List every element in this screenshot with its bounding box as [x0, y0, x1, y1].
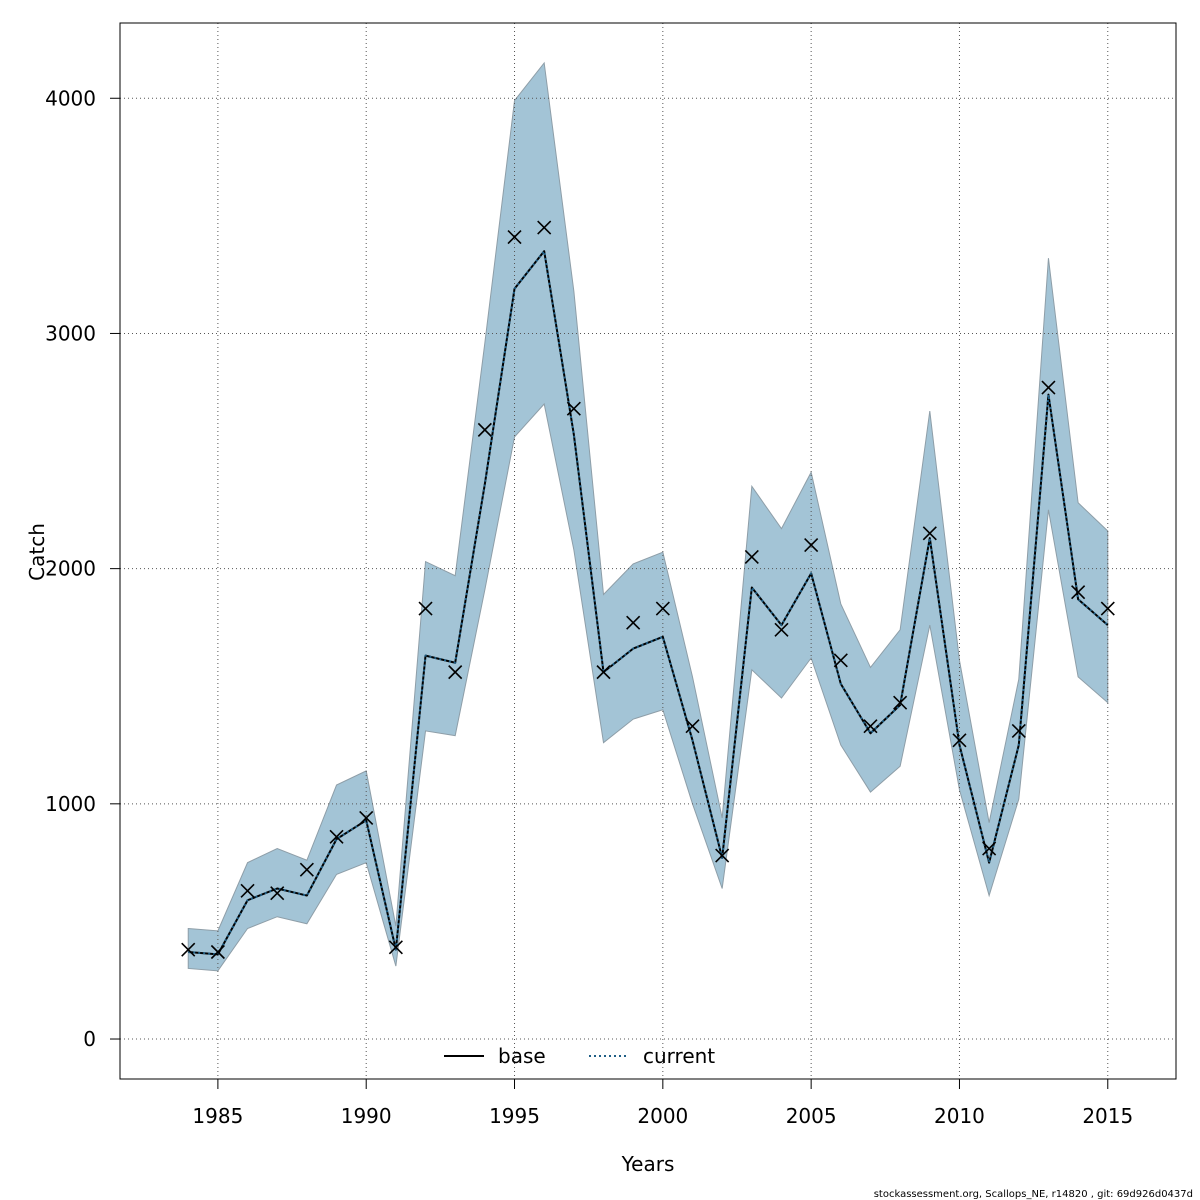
x-tick-label: 2010	[934, 1104, 985, 1128]
observed-point	[626, 615, 641, 630]
y-axis: 0 1000 2000 3000 4000	[45, 86, 121, 1051]
observed-point-stroke	[804, 538, 819, 553]
observed-point-stroke	[507, 229, 522, 245]
observed-point	[922, 526, 937, 541]
observed-point-stroke	[359, 810, 374, 826]
observed-point	[804, 538, 819, 553]
confidence-band	[187, 61, 1109, 972]
observed-point	[893, 695, 908, 710]
y-axis-title: Catch	[25, 523, 49, 581]
observed-point-stroke	[448, 665, 463, 680]
y-tick-label: 3000	[45, 321, 96, 345]
observed-point	[299, 862, 314, 877]
observed-point	[359, 810, 374, 826]
observed-point	[1100, 601, 1115, 616]
observed-point	[329, 829, 344, 844]
observed-point	[270, 886, 285, 901]
observed-point-stroke	[477, 422, 492, 437]
observed-point	[566, 401, 581, 416]
observed-point	[507, 229, 522, 245]
observed-point-stroke	[982, 841, 997, 856]
observed-point-stroke	[181, 942, 196, 957]
x-tick-label: 2000	[637, 1104, 688, 1128]
observed-point-stroke	[893, 695, 908, 710]
observed-point-stroke	[744, 549, 759, 564]
observed-point	[210, 944, 225, 960]
x-tick-label: 1995	[489, 1104, 540, 1128]
observed-point-stroke	[1011, 723, 1026, 738]
footer-credit: stockassessment.org, Scallops_NE, r14820…	[874, 1189, 1193, 1200]
observed-point-stroke	[418, 601, 433, 616]
confidence-band-layer	[187, 61, 1109, 972]
observed-point-stroke	[715, 848, 730, 863]
observed-point-stroke	[1100, 601, 1115, 616]
observed-point	[863, 719, 878, 734]
observed-point	[952, 733, 967, 748]
observed-point-stroke	[596, 665, 611, 680]
legend-current-label: current	[643, 1044, 715, 1068]
observed-point-stroke	[270, 886, 285, 901]
x-axis-title: Years	[621, 1152, 675, 1176]
observed-point-stroke	[685, 719, 700, 734]
observed-point	[448, 665, 463, 680]
observed-point	[418, 601, 433, 616]
observed-point-stroke	[1071, 585, 1086, 600]
observed-point-stroke	[210, 944, 225, 960]
observed-point	[655, 601, 670, 616]
x-tick-label: 1985	[192, 1104, 243, 1128]
observed-point-stroke	[655, 601, 670, 616]
observed-point	[537, 220, 552, 235]
observed-point	[181, 942, 196, 957]
observed-point	[744, 549, 759, 564]
observed-point-stroke	[299, 862, 314, 877]
legend: base current	[444, 1044, 715, 1068]
observed-point-stroke	[626, 615, 641, 630]
observed-point	[388, 940, 403, 955]
observed-point-stroke	[952, 733, 967, 748]
observed-point-stroke	[566, 401, 581, 416]
observed-point	[477, 422, 492, 437]
observed-point-stroke	[1041, 380, 1056, 395]
observed-point	[685, 719, 700, 734]
observed-point-stroke	[833, 653, 848, 668]
observed-point	[240, 883, 255, 898]
y-tick-label: 4000	[45, 86, 96, 110]
observed-point-stroke	[774, 622, 789, 637]
x-axis: 1985 1990 1995 2000 2005 2010 2015	[192, 1078, 1133, 1128]
y-tick-label: 2000	[45, 557, 96, 581]
observed-point-stroke	[240, 883, 255, 898]
observed-point	[833, 653, 848, 668]
legend-base-label: base	[498, 1044, 546, 1068]
observed-point	[1011, 723, 1026, 738]
x-tick-label: 1990	[341, 1104, 392, 1128]
observed-point-stroke	[537, 220, 552, 235]
observed-point-stroke	[329, 829, 344, 844]
y-tick-label: 1000	[45, 792, 96, 816]
grid-layer	[120, 23, 1176, 1079]
x-tick-label: 2005	[786, 1104, 837, 1128]
observed-point-stroke	[388, 940, 403, 955]
observed-marker-layer	[181, 220, 1115, 960]
series-line-base	[188, 250, 1109, 956]
observed-point	[715, 848, 730, 863]
observed-point	[774, 622, 789, 637]
observed-point-stroke	[863, 719, 878, 734]
observed-point	[1041, 380, 1056, 395]
observed-point	[1071, 585, 1086, 600]
observed-point	[982, 841, 997, 856]
y-tick-label: 0	[83, 1027, 96, 1051]
series-layer	[188, 250, 1109, 956]
observed-point-stroke	[922, 526, 937, 541]
x-tick-label: 2015	[1082, 1104, 1133, 1128]
observed-point	[596, 665, 611, 680]
